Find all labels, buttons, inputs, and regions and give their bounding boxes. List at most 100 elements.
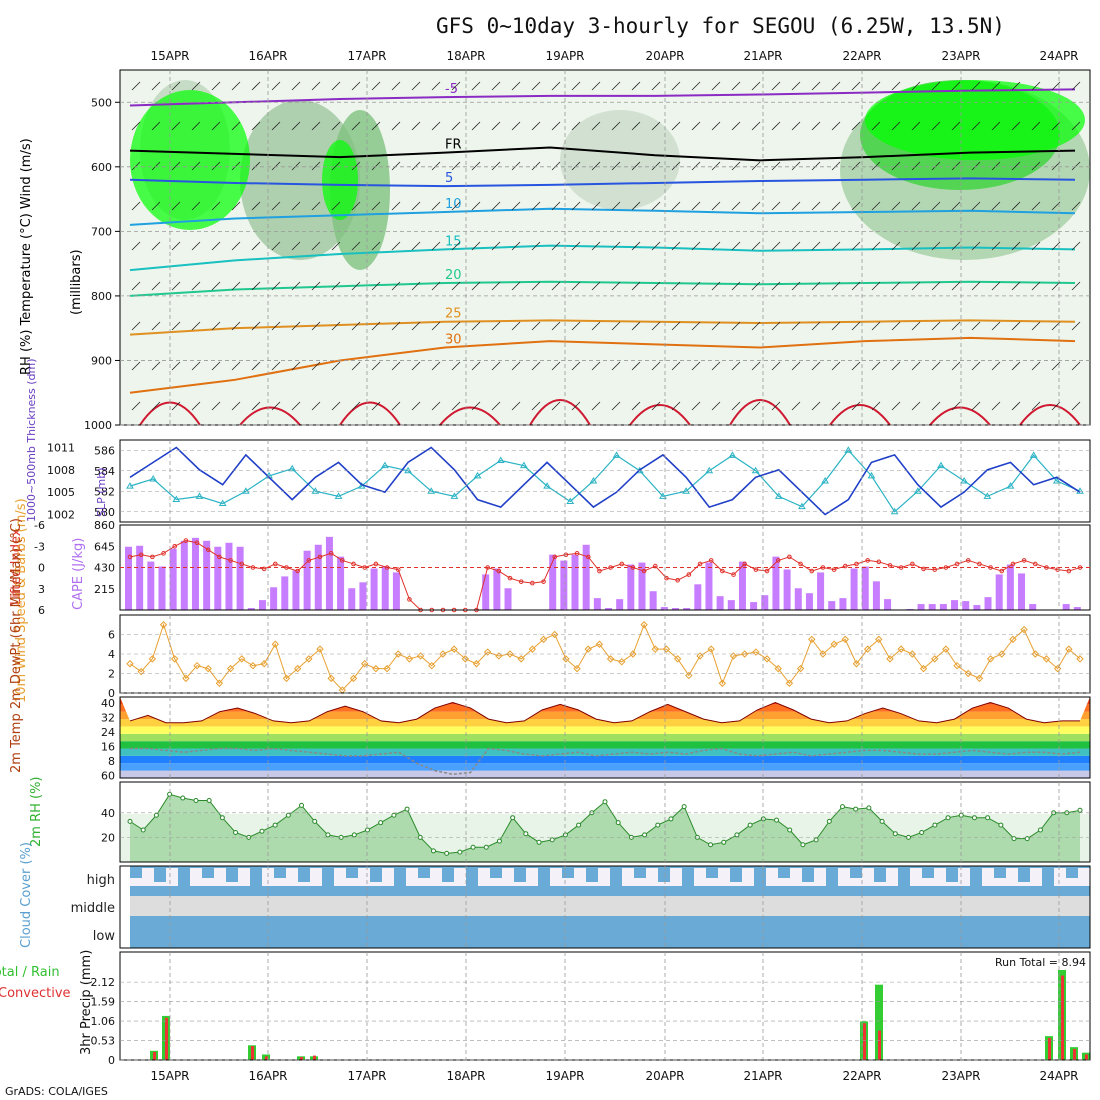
wind-barb [591,161,601,171]
cape-bar [281,576,289,610]
wind-speed-marker [696,652,704,660]
wind-barb [531,241,541,251]
rh-marker [299,802,305,808]
thickness-marker [450,492,459,499]
temp-band [120,755,1090,764]
wind-barb [971,201,981,211]
lifted-index-marker [261,566,267,572]
wind-barb [191,321,201,331]
wind-barb [891,121,901,131]
thickness-marker [612,451,621,458]
cape-bar [783,569,791,610]
rh-marker [536,839,542,845]
wind-barb [531,361,541,371]
thickness-tick-label: 584 [94,465,115,478]
date-label-top: 17APR [347,49,386,63]
temp-band [120,748,1090,756]
rh-marker [655,822,661,828]
wind-barb [1071,201,1081,211]
slp-tick-label: 1008 [47,464,75,477]
wind-barb [891,321,901,331]
wind-barb [891,161,901,171]
wind-barb [351,401,361,411]
wind-barb [1011,241,1021,251]
lifted-index-marker [127,554,133,560]
wind-barb [1011,81,1021,91]
wind-speed-marker [740,650,749,658]
wind-barb [931,281,941,291]
wind-barb [711,201,721,211]
wind-barb [751,281,761,291]
chart-title: GFS 0~10day 3-hourly for SEGOU (6.25W, 1… [436,14,1005,38]
wind-speed-marker [1042,655,1051,663]
lifted-index-marker [876,559,882,565]
wind-barb [571,161,581,171]
cloud-high-block [250,868,262,886]
wind-barb [331,241,341,251]
cape-bar [817,572,825,610]
wind-speed-marker [573,664,581,673]
thickness-marker [983,492,992,499]
cape-bar [147,561,155,610]
cape-bar [649,591,657,610]
wind-barb [491,281,501,291]
wind-barb [1051,121,1061,131]
precip-legend-total: Total / Rain [0,965,60,980]
wind-barb [791,81,801,91]
wind-barb [911,361,921,371]
wind-barb [1011,401,1021,411]
wind-speed-marker [182,674,190,683]
rh-marker [180,795,186,801]
cape-bar [928,604,936,610]
wind-barb [371,401,381,411]
wind-barb [171,161,181,171]
thickness-line [129,449,1081,513]
wind-barb [251,401,261,411]
wind-barb [1031,281,1041,291]
wind-speed-marker [327,674,335,683]
wind-barb [711,281,721,291]
wind-barb [491,241,501,251]
date-label-bottom: 21APR [743,1069,782,1083]
wind-speed-marker [752,648,760,656]
rh-marker [127,818,133,824]
cloud-high-block [274,868,286,878]
thickness-marker [334,492,343,499]
cloud-high-block [514,868,526,882]
wind-barb [871,281,881,291]
panel-frame-cloud [119,865,1091,949]
wind-speed-marker [618,658,626,666]
precip-convective-bar [1073,1048,1076,1060]
wind-barb [291,321,301,331]
cape-bar [828,601,836,610]
wind-speed-marker [651,645,660,653]
wind-barb [1031,401,1041,411]
cape-bar [359,582,367,610]
lifted-index-marker [340,558,345,563]
wind-barb [191,241,201,251]
thickness-marker [960,477,969,484]
wind-barb [771,281,781,291]
wind-barb [1051,241,1061,251]
wind-speed-marker [562,655,570,663]
wind-speed-marker [439,650,447,658]
precip-convective-bar [300,1057,303,1060]
thickness-marker [380,461,389,469]
wind-barb [411,281,421,291]
wind-barb [651,281,661,291]
wind-barb [351,161,361,171]
wind-barb [1031,121,1041,131]
wind-barb [951,361,961,371]
cloud-high-block [802,868,814,882]
cape-bar [325,536,333,610]
wind-barb [751,161,761,171]
temp-tick-label: 16 [101,741,115,754]
wind-barb [751,121,761,131]
precip-tick-label: 1.06 [91,1015,116,1028]
wind-barb [691,401,701,411]
wind-barb [551,321,561,331]
wind-speed-marker [394,650,402,658]
wind-barb [911,401,921,411]
lifted-index-marker [999,568,1005,574]
wind-speed-marker [1031,650,1039,658]
